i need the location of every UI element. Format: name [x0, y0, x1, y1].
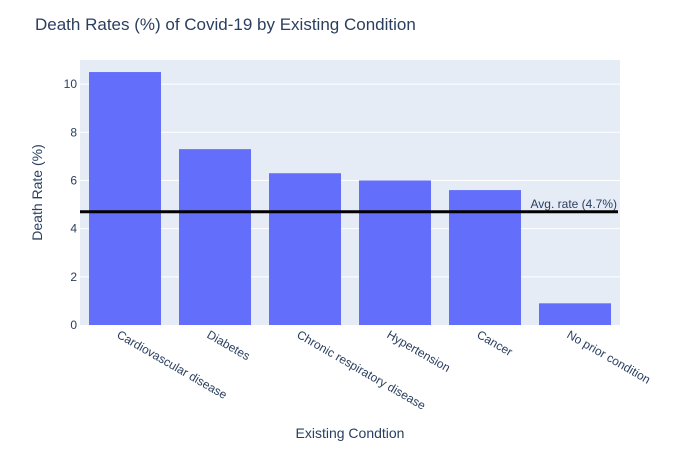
bar-no-prior-condition — [539, 303, 611, 325]
x-tick-label: Diabetes — [205, 327, 253, 363]
y-tick-label: 0 — [70, 318, 77, 332]
x-tick-label: Hypertension — [385, 327, 453, 374]
bars — [89, 72, 611, 325]
bar-diabetes — [179, 149, 251, 325]
y-tick-label: 10 — [64, 77, 78, 91]
x-tick-label: No prior condition — [565, 327, 653, 386]
bar-cardiovascular-disease — [89, 72, 161, 325]
y-tick-label: 6 — [70, 173, 77, 187]
y-tick-label: 4 — [70, 222, 77, 236]
y-axis-title: Death Rate (%) — [29, 144, 45, 240]
reference-line-group: Avg. rate (4.7%) — [80, 197, 618, 214]
bar-chronic-respiratory-disease — [269, 173, 341, 325]
x-tick-label: Cancer — [475, 327, 516, 358]
gridlines — [80, 83, 620, 278]
bar-hypertension — [359, 180, 431, 325]
plot-area — [80, 60, 620, 325]
x-axis-title: Existing Condtion — [296, 425, 405, 441]
y-tick-label: 2 — [70, 270, 77, 284]
average-rate-annotation: Avg. rate (4.7%) — [531, 197, 617, 211]
y-axis-ticks: 0 2 4 6 8 10 — [64, 77, 78, 332]
y-tick-label: 8 — [70, 125, 77, 139]
chart-title: Death Rates (%) of Covid-19 by Existing … — [35, 15, 416, 34]
